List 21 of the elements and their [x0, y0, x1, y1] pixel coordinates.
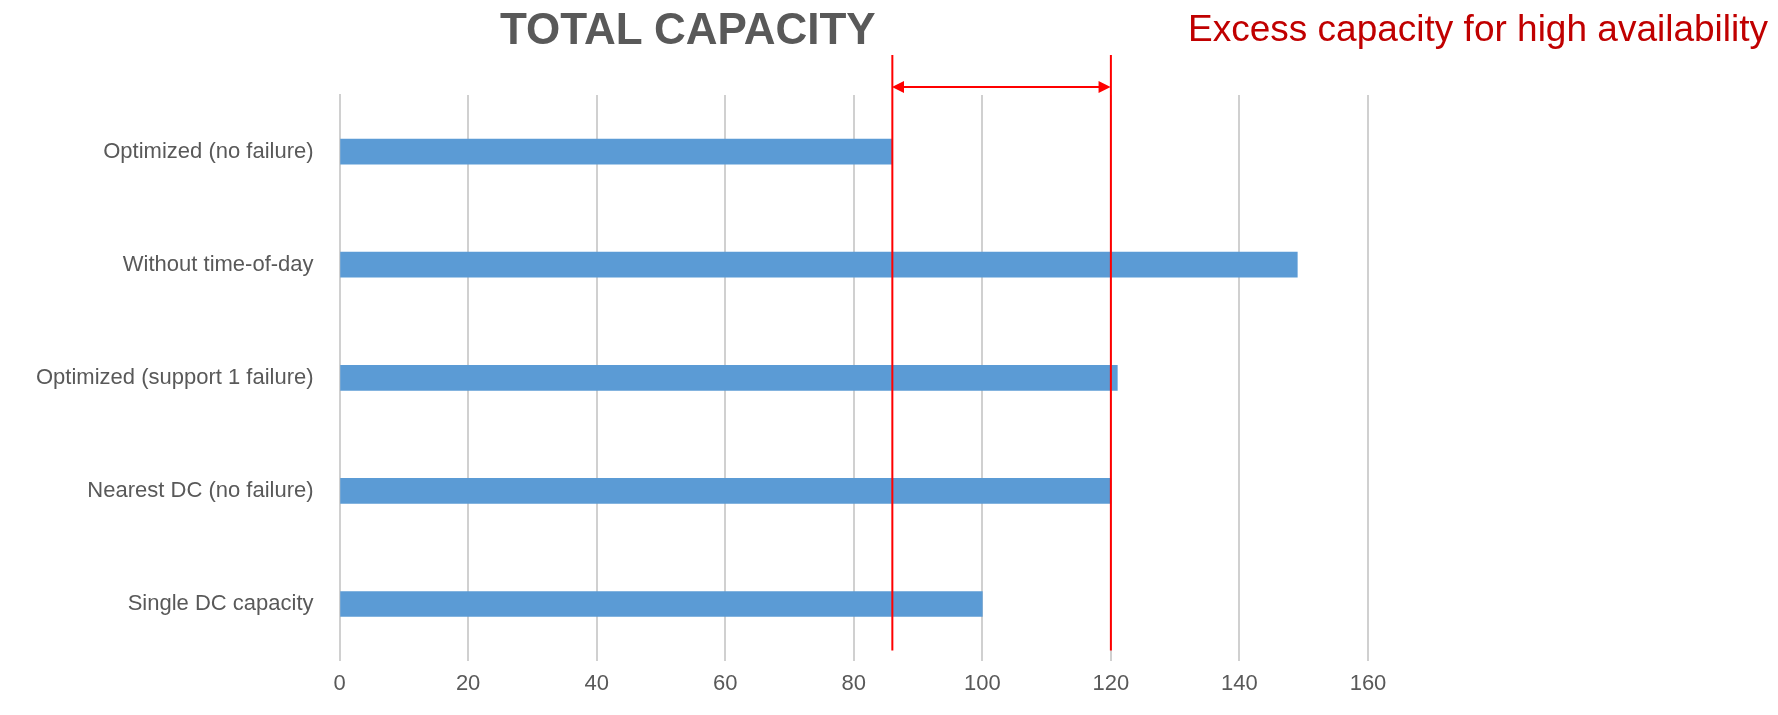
x-tick-label: 120	[1092, 669, 1130, 695]
y-tick-label: Nearest DC (no failure)	[87, 476, 314, 502]
x-tick-label: 40	[584, 669, 609, 695]
x-tick-label: 0	[333, 669, 346, 695]
y-tick-label: Single DC capacity	[127, 590, 314, 616]
x-tick-label: 20	[455, 669, 481, 695]
bar	[340, 138, 893, 165]
bar	[340, 364, 1118, 391]
chart-title: TOTAL CAPACITY	[500, 4, 876, 54]
x-tick-label: 80	[841, 669, 867, 695]
x-tick-label: 140	[1221, 669, 1258, 695]
bar	[340, 591, 983, 617]
x-tick-label: 60	[712, 669, 738, 695]
text: Excess capacity for high availability	[1188, 8, 1768, 50]
bar	[340, 478, 1112, 504]
y-tick-label: Optimized (no failure)	[103, 137, 314, 163]
y-tick-label: Without time-of-day	[122, 250, 314, 276]
y-tick-label: Optimized (support 1 failure)	[35, 363, 314, 389]
x-tick-label: 100	[963, 669, 1001, 695]
bar	[340, 251, 1298, 278]
x-tick-label: 160	[1349, 669, 1387, 695]
